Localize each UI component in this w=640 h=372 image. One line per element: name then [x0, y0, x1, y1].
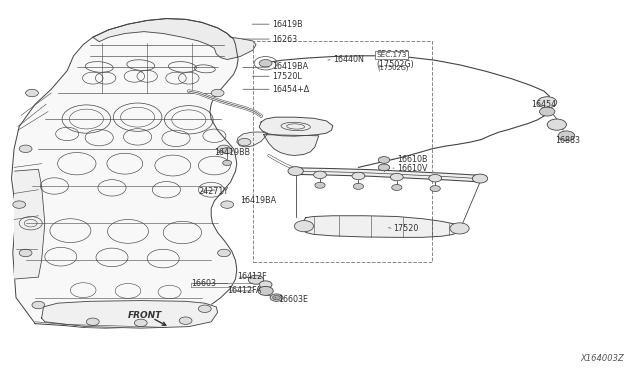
Circle shape — [353, 183, 364, 189]
Polygon shape — [42, 301, 218, 328]
Text: 16603: 16603 — [191, 279, 216, 288]
Circle shape — [13, 201, 26, 208]
Circle shape — [540, 107, 555, 116]
Circle shape — [218, 145, 230, 153]
Circle shape — [258, 286, 273, 295]
Circle shape — [223, 160, 232, 166]
Text: 16419B: 16419B — [272, 20, 303, 29]
Circle shape — [270, 294, 283, 301]
Circle shape — [315, 182, 325, 188]
Circle shape — [392, 185, 402, 190]
Circle shape — [259, 60, 272, 67]
Text: 16412FA: 16412FA — [227, 286, 262, 295]
Text: FRONT: FRONT — [128, 311, 163, 320]
Text: X164003Z: X164003Z — [580, 354, 624, 363]
Circle shape — [198, 305, 211, 312]
Polygon shape — [302, 216, 461, 237]
Bar — [253, 41, 432, 262]
Circle shape — [238, 138, 251, 146]
Text: 16419BB: 16419BB — [214, 148, 250, 157]
Text: 16610V: 16610V — [397, 164, 428, 173]
Circle shape — [32, 301, 45, 309]
Circle shape — [211, 89, 224, 97]
Polygon shape — [15, 169, 45, 279]
Circle shape — [547, 119, 566, 130]
Circle shape — [134, 319, 147, 327]
Circle shape — [294, 221, 314, 232]
Text: 16419BA: 16419BA — [272, 62, 308, 71]
Circle shape — [390, 173, 403, 181]
Circle shape — [472, 174, 488, 183]
Text: (17502G): (17502G) — [378, 65, 409, 71]
Circle shape — [218, 249, 230, 257]
Circle shape — [259, 281, 272, 288]
Circle shape — [248, 275, 264, 284]
Circle shape — [450, 223, 469, 234]
Text: 17520L: 17520L — [272, 72, 301, 81]
Circle shape — [86, 318, 99, 326]
Circle shape — [429, 174, 442, 182]
Text: 16454: 16454 — [531, 100, 556, 109]
Circle shape — [378, 157, 390, 163]
Text: 16610B: 16610B — [397, 155, 428, 164]
Text: 16883: 16883 — [556, 136, 580, 145]
Circle shape — [314, 171, 326, 179]
Polygon shape — [93, 19, 256, 60]
Polygon shape — [237, 132, 268, 147]
Text: 24271Y: 24271Y — [198, 187, 228, 196]
Text: 16454+Δ: 16454+Δ — [272, 85, 309, 94]
Circle shape — [19, 249, 32, 257]
Circle shape — [378, 164, 390, 171]
Circle shape — [179, 317, 192, 324]
Circle shape — [19, 145, 32, 153]
Polygon shape — [264, 135, 319, 155]
Polygon shape — [12, 19, 238, 328]
Circle shape — [222, 148, 232, 154]
Text: 17520: 17520 — [394, 224, 419, 233]
Circle shape — [352, 172, 365, 180]
Text: 16419BA: 16419BA — [240, 196, 276, 205]
Circle shape — [288, 167, 303, 176]
Text: 16412F: 16412F — [237, 272, 266, 281]
Circle shape — [221, 201, 234, 208]
Circle shape — [273, 295, 280, 300]
Text: SEC.173
(17502G): SEC.173 (17502G) — [376, 50, 414, 69]
Circle shape — [558, 131, 575, 141]
Circle shape — [26, 89, 38, 97]
Text: 16440N: 16440N — [333, 55, 364, 64]
Text: SEC.173: SEC.173 — [376, 52, 406, 58]
Polygon shape — [259, 117, 333, 136]
Text: 16603E: 16603E — [278, 295, 308, 304]
Text: 16263: 16263 — [272, 35, 297, 44]
Circle shape — [430, 186, 440, 192]
Circle shape — [538, 97, 557, 108]
